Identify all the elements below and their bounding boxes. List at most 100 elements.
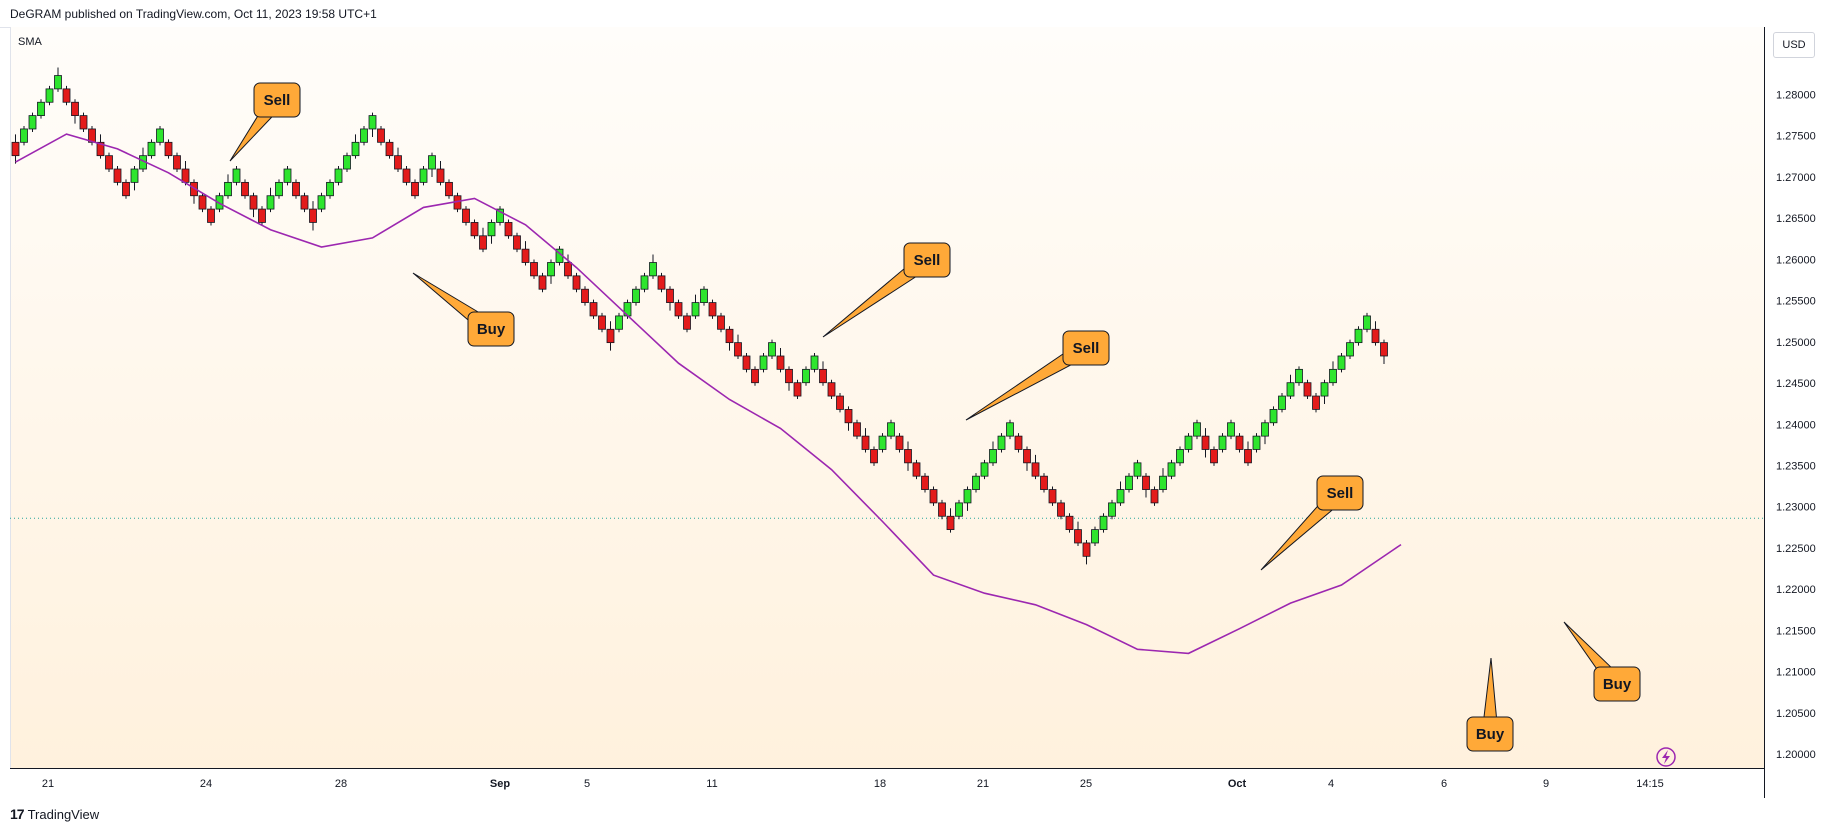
down-brick xyxy=(105,155,113,170)
time-axis[interactable] xyxy=(10,768,1764,799)
down-brick xyxy=(1040,475,1048,490)
time-tick-label: 28 xyxy=(335,778,347,790)
down-brick xyxy=(921,475,929,490)
down-brick xyxy=(241,181,249,197)
footer xyxy=(0,798,1835,832)
up-brick xyxy=(360,128,368,143)
down-brick xyxy=(589,302,598,317)
up-brick xyxy=(1261,422,1269,437)
price-axis[interactable] xyxy=(1764,27,1835,798)
up-brick xyxy=(130,168,139,183)
up-brick xyxy=(45,88,54,103)
down-brick xyxy=(751,368,759,384)
up-brick xyxy=(691,302,700,317)
up-brick xyxy=(1363,315,1371,330)
price-tick-label: 1.21000 xyxy=(1776,667,1816,679)
buy-label: Buy xyxy=(477,321,506,338)
down-brick xyxy=(402,168,411,183)
up-brick xyxy=(496,208,504,223)
down-brick xyxy=(598,315,606,330)
time-tick-label: 9 xyxy=(1543,778,1549,790)
up-brick xyxy=(1278,395,1286,410)
up-brick xyxy=(1269,409,1278,424)
up-brick xyxy=(351,141,360,157)
down-brick xyxy=(11,141,20,157)
price-tick-label: 1.26000 xyxy=(1776,254,1816,266)
published-by-text: DeGRAM published on TradingView.com, Oct… xyxy=(10,7,377,21)
down-brick xyxy=(164,141,173,157)
down-brick xyxy=(895,435,904,450)
chart-pane[interactable] xyxy=(10,27,1765,768)
up-brick xyxy=(1227,422,1235,437)
up-brick xyxy=(326,181,334,197)
lightning-icon[interactable] xyxy=(1656,747,1676,767)
up-brick xyxy=(1354,328,1363,344)
down-brick xyxy=(96,141,105,157)
up-brick xyxy=(147,141,156,157)
down-brick xyxy=(504,222,513,237)
up-brick xyxy=(547,262,555,277)
price-tick-label: 1.24000 xyxy=(1776,419,1816,431)
down-brick xyxy=(1380,342,1388,357)
down-brick xyxy=(785,368,793,384)
callout-box xyxy=(253,82,301,118)
down-brick xyxy=(836,395,844,410)
up-brick xyxy=(1133,462,1142,477)
price-tick-label: 1.22500 xyxy=(1776,543,1816,555)
down-brick xyxy=(207,208,215,223)
up-brick xyxy=(1159,475,1167,490)
down-brick xyxy=(844,409,853,424)
down-brick xyxy=(717,315,725,330)
down-brick xyxy=(436,168,445,183)
price-tick-label: 1.20500 xyxy=(1776,708,1816,720)
down-brick xyxy=(530,262,538,277)
price-tick-label: 1.23000 xyxy=(1776,502,1816,514)
tradingview-logo[interactable]: 17 TradingView xyxy=(10,806,99,822)
up-brick xyxy=(232,168,241,183)
time-tick-label: 5 xyxy=(584,778,590,790)
down-brick xyxy=(708,302,717,317)
down-brick xyxy=(198,195,207,210)
down-brick xyxy=(79,115,88,130)
down-brick xyxy=(122,181,130,197)
down-brick xyxy=(683,315,691,330)
up-brick xyxy=(1099,515,1108,531)
up-brick xyxy=(156,128,164,143)
callout-box xyxy=(467,311,515,347)
down-brick xyxy=(538,275,547,290)
up-brick xyxy=(266,195,275,210)
sma-line xyxy=(15,133,1402,655)
buy-label: Buy xyxy=(1476,726,1505,743)
up-brick xyxy=(615,315,623,330)
down-brick xyxy=(938,502,946,517)
sell-label: Sell xyxy=(264,92,291,109)
down-brick xyxy=(674,302,683,317)
down-brick xyxy=(1371,328,1380,344)
down-brick xyxy=(734,342,742,357)
down-brick xyxy=(776,355,785,370)
up-brick xyxy=(1337,355,1346,370)
down-brick xyxy=(853,422,861,437)
price-tick-label: 1.28000 xyxy=(1776,90,1816,102)
down-brick xyxy=(479,235,487,250)
up-brick xyxy=(1116,489,1125,504)
down-brick xyxy=(1210,449,1218,464)
down-brick xyxy=(657,275,666,290)
price-tick-label: 1.20000 xyxy=(1776,749,1816,761)
indicator-label-sma[interactable]: SMA xyxy=(18,36,42,48)
price-tick-label: 1.25500 xyxy=(1776,296,1816,308)
time-tick-label: 25 xyxy=(1080,778,1092,790)
price-tick-label: 1.21500 xyxy=(1776,625,1816,637)
price-tick-label: 1.25000 xyxy=(1776,337,1816,349)
up-brick xyxy=(955,502,963,517)
down-brick xyxy=(71,101,79,117)
currency-selector[interactable]: USD xyxy=(1773,32,1815,58)
down-brick xyxy=(912,462,921,477)
down-brick xyxy=(173,155,181,170)
up-brick xyxy=(1295,368,1303,384)
up-brick xyxy=(334,168,343,183)
down-brick xyxy=(462,208,470,223)
down-brick xyxy=(1031,462,1040,477)
down-brick xyxy=(861,435,870,450)
callout-box xyxy=(1593,666,1641,702)
